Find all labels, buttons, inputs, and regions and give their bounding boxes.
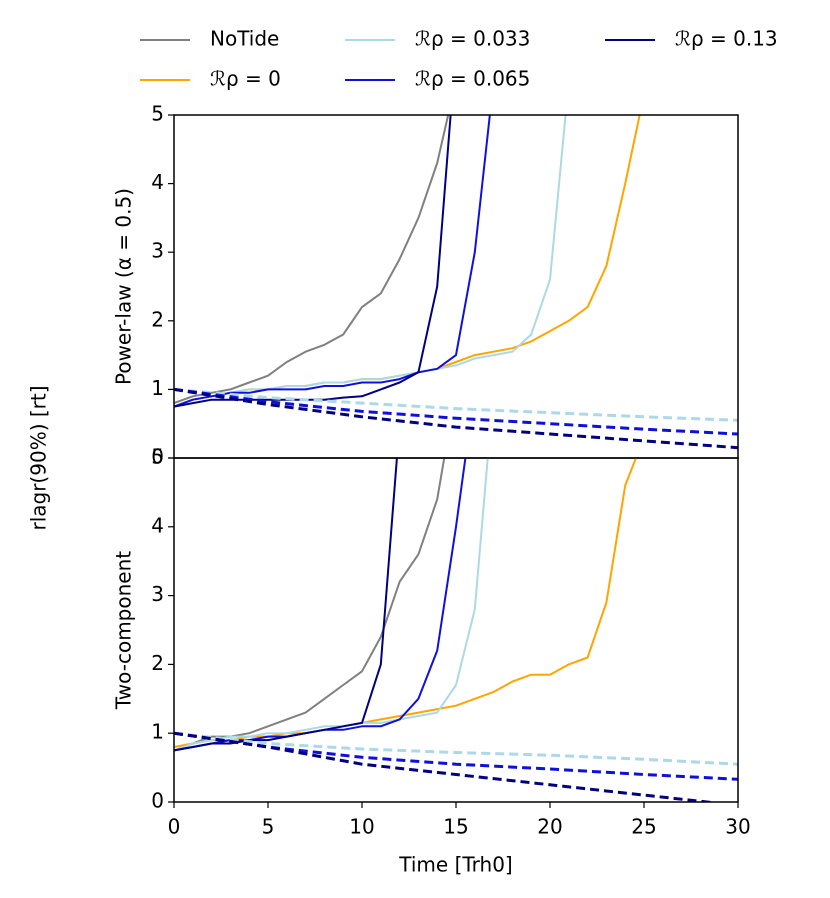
x-tick-label: 20 bbox=[537, 815, 562, 839]
y-axis-label: Two-component bbox=[112, 551, 136, 710]
line bbox=[174, 458, 467, 752]
y-tick-label: 0 bbox=[151, 789, 164, 813]
legend-label: ℛρ = 0.065 bbox=[415, 67, 530, 91]
y-tick-label: 4 bbox=[151, 513, 164, 537]
line bbox=[174, 458, 638, 748]
dashed-line bbox=[174, 387, 738, 436]
sup-y-label: rlagr(90%) [rt] bbox=[27, 385, 51, 530]
y-tick-label: 3 bbox=[151, 239, 164, 263]
legend-label: ℛρ = 0.13 bbox=[675, 27, 778, 51]
x-tick-label: 10 bbox=[349, 815, 374, 839]
y-tick-label: 1 bbox=[151, 720, 164, 744]
y-tick-label: 2 bbox=[151, 651, 164, 675]
plot-area bbox=[174, 458, 738, 802]
line bbox=[174, 458, 489, 752]
axes-frame bbox=[173, 457, 739, 803]
x-axis-label: Time [Trh0] bbox=[398, 853, 512, 877]
y-tick-label: 5 bbox=[151, 102, 164, 126]
dashed-line bbox=[174, 731, 738, 766]
dashed-line bbox=[174, 731, 721, 802]
legend-label: ℛρ = 0.033 bbox=[415, 27, 530, 51]
y-tick-label: 0 bbox=[151, 445, 164, 469]
line bbox=[174, 458, 398, 752]
line bbox=[174, 115, 567, 408]
line bbox=[174, 115, 450, 405]
y-tick-label: 1 bbox=[151, 376, 164, 400]
line bbox=[174, 115, 491, 408]
x-tick-label: 25 bbox=[631, 815, 656, 839]
x-tick-label: 15 bbox=[443, 815, 468, 839]
y-tick-label: 2 bbox=[151, 307, 164, 331]
y-tick-label: 3 bbox=[151, 582, 164, 606]
y-axis-label: Power-law (α = 0.5) bbox=[112, 188, 136, 385]
dashed-line bbox=[174, 387, 738, 422]
legend-label: NoTide bbox=[210, 27, 279, 51]
line bbox=[174, 458, 446, 752]
line bbox=[174, 115, 641, 408]
axes-frame bbox=[173, 114, 739, 459]
plot-area bbox=[174, 115, 738, 450]
y-tick-label: 4 bbox=[151, 170, 164, 194]
y-tick-label: 5 bbox=[151, 445, 164, 469]
x-tick-label: 5 bbox=[262, 815, 275, 839]
dashed-line bbox=[174, 387, 738, 450]
x-tick-label: 30 bbox=[725, 815, 750, 839]
dashed-line bbox=[174, 731, 738, 781]
x-tick-label: 0 bbox=[168, 815, 181, 839]
legend-label: ℛρ = 0 bbox=[210, 67, 281, 91]
